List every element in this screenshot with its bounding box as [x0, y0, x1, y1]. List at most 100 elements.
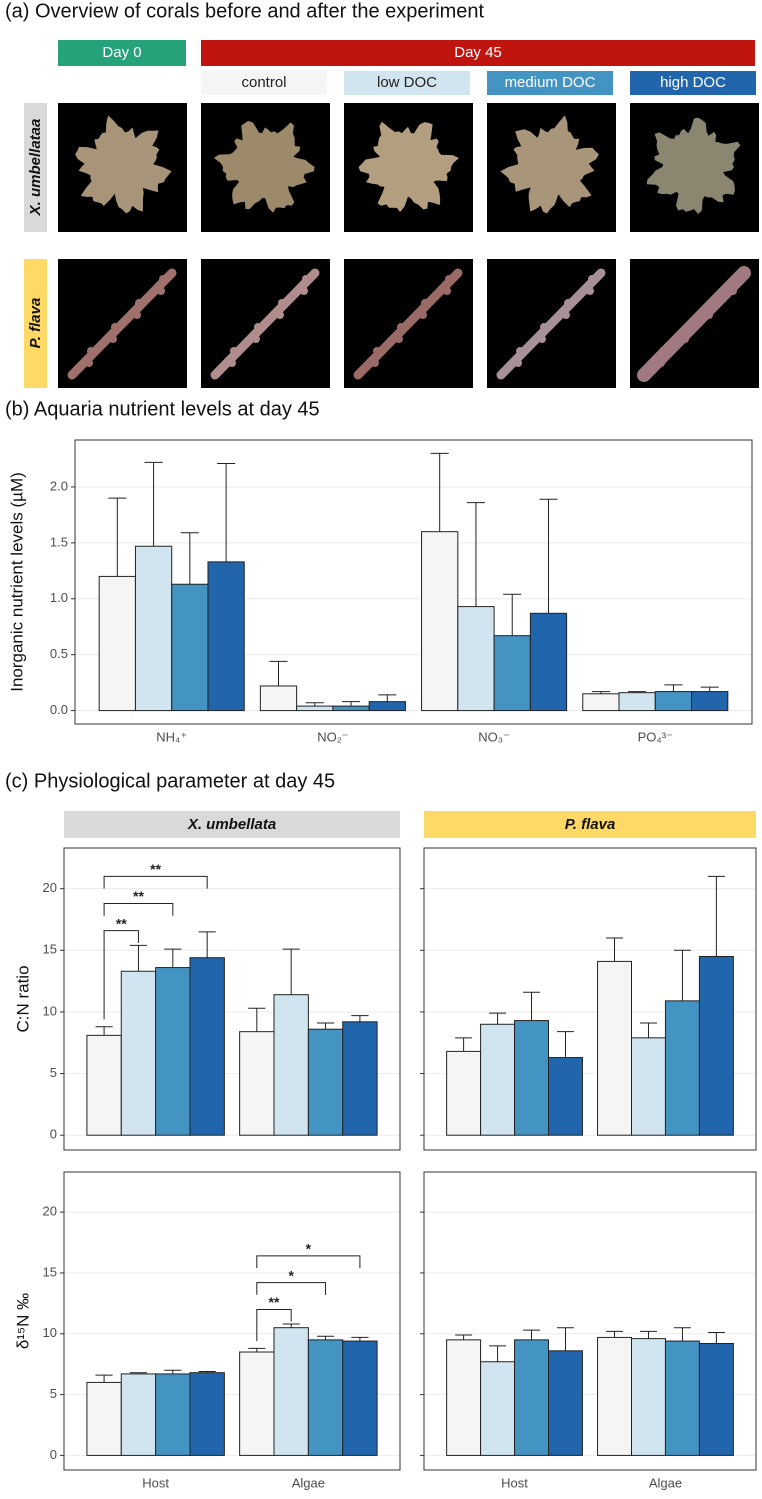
bar: [597, 1336, 633, 1456]
error-bar: [707, 1332, 725, 1344]
treatment-label: medium DOC: [505, 74, 596, 91]
coral-branch: [159, 275, 167, 283]
significance-label: **: [116, 915, 127, 931]
y-tick-label: 15: [43, 942, 57, 957]
error-bar: [523, 1329, 541, 1340]
bar: [296, 705, 334, 712]
coral-branch: [657, 359, 665, 367]
bar: [691, 691, 729, 712]
coral-x-umbellata: [358, 121, 459, 213]
significance-label: *: [306, 1241, 312, 1257]
y-tick-label: 5: [50, 1065, 57, 1080]
significance-bracket: [103, 930, 139, 1020]
bar: [493, 635, 531, 712]
treatment-label: control: [241, 74, 286, 91]
treatment-header: [344, 71, 470, 95]
x-tick-label: Host: [501, 1475, 528, 1490]
coral-branch: [135, 299, 143, 307]
error-bar: [466, 502, 486, 607]
bar: [307, 1339, 344, 1456]
y-tick-label: 10: [43, 1003, 57, 1018]
coral-branch: [111, 323, 119, 331]
significance-bracket: [103, 875, 208, 889]
coral-branch: [562, 311, 570, 319]
day0-bar: [58, 40, 186, 66]
bar: [207, 561, 245, 712]
error-bar: [606, 1330, 624, 1338]
bar: [548, 1057, 583, 1136]
coral-x-umbellata: [213, 120, 315, 213]
bar: [548, 1350, 583, 1456]
bar: [631, 1338, 666, 1456]
x-tick-label: NH₄⁺: [156, 729, 187, 744]
facet-strip: [424, 811, 756, 838]
error-bar: [430, 452, 449, 532]
chart-title: (c) Physiological parameter at day 45: [5, 770, 335, 792]
coral-branch: [729, 287, 737, 295]
species-strip: [24, 259, 47, 388]
bar: [664, 1340, 700, 1456]
chart-title: (b) Aquaria nutrient levels at day 45: [5, 398, 320, 420]
bar: [698, 955, 734, 1136]
x-tick-label: NO₂⁻: [317, 729, 348, 744]
error-bar: [556, 1031, 574, 1058]
bar: [582, 693, 620, 712]
bar: [480, 1023, 516, 1136]
error-bar: [316, 1335, 335, 1340]
x-tick-label: Host: [142, 1475, 169, 1490]
error-bar: [455, 1334, 473, 1340]
error-bar: [144, 461, 163, 547]
coral-p-flava: [637, 266, 751, 382]
significance-label: **: [133, 888, 144, 904]
coral-branch: [443, 287, 451, 295]
bar: [368, 701, 406, 712]
error-bar: [455, 1037, 473, 1052]
bar: [480, 1361, 516, 1456]
bar: [446, 1339, 482, 1456]
error-bar: [539, 498, 558, 614]
bar: [98, 575, 136, 712]
significance-label: *: [288, 1267, 294, 1283]
x-tick-label: Algae: [292, 1475, 325, 1490]
bar: [342, 1021, 378, 1136]
y-tick-label: 0: [50, 1447, 57, 1462]
x-tick-label: Algae: [649, 1475, 682, 1490]
coral-branch: [276, 311, 284, 319]
significance-bracket: [256, 1282, 327, 1295]
bar: [86, 1381, 122, 1456]
significance-bracket: [256, 1255, 361, 1269]
error-bar: [673, 1327, 691, 1342]
y-tick-label: 20: [43, 1204, 57, 1219]
plot-border: [423, 1171, 757, 1471]
coral-branch: [421, 299, 429, 307]
bar: [273, 994, 309, 1136]
significance-label: **: [269, 1294, 280, 1310]
error-bar: [269, 660, 288, 686]
panel-a-title: (a) Overview of corals before and after …: [5, 0, 485, 22]
coral-p-flava: [210, 268, 320, 380]
significance-bracket: [103, 902, 174, 916]
error-bar: [316, 1022, 335, 1030]
coral-p-flava: [496, 268, 606, 380]
facet-label: X. umbellata: [187, 816, 276, 833]
coral-branch: [514, 359, 522, 367]
bar: [664, 1000, 700, 1136]
bar: [86, 1034, 122, 1136]
error-bar: [639, 1022, 657, 1038]
error-bar: [164, 1369, 182, 1374]
coral-branch: [133, 311, 141, 319]
error-bar: [673, 949, 691, 1001]
bar: [597, 960, 633, 1136]
day45-label: Day 45: [454, 44, 502, 61]
significance-label: **: [150, 861, 161, 877]
y-tick-label: 20: [43, 880, 57, 895]
error-bar: [95, 1374, 113, 1383]
error-bar: [248, 1007, 266, 1032]
bar: [421, 531, 459, 712]
coral-branch: [705, 311, 713, 319]
bar: [155, 1373, 191, 1456]
bar: [239, 1031, 275, 1136]
y-tick-label: 0.5: [50, 646, 68, 661]
bar: [134, 545, 173, 712]
coral-branch: [395, 335, 403, 343]
